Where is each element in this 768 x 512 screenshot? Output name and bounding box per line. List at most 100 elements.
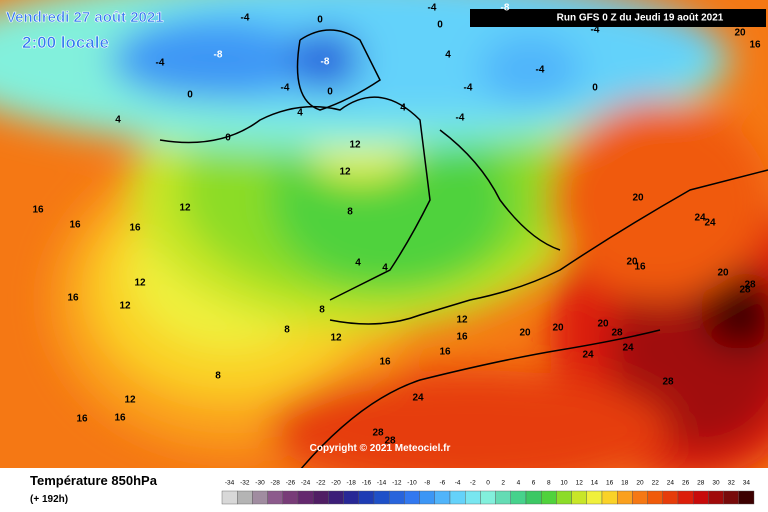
scale-label: 28 <box>697 480 705 487</box>
scale-label: 30 <box>712 480 720 487</box>
contour-label: -8 <box>214 50 223 61</box>
contour-label: 28 <box>662 377 674 388</box>
contour-label: 4 <box>445 50 451 61</box>
contour-label: 24 <box>704 218 716 229</box>
scale-swatch <box>465 490 481 505</box>
scale-swatch <box>480 490 496 505</box>
scale-label: 18 <box>621 480 629 487</box>
contour-label: 12 <box>134 278 146 289</box>
scale-label: -16 <box>362 480 372 487</box>
scale-swatch <box>404 490 420 505</box>
contour-label: 4 <box>382 263 388 274</box>
scale-label: 0 <box>486 480 490 487</box>
contour-label: 16 <box>129 223 141 234</box>
contour-label: -4 <box>456 113 465 124</box>
scale-swatch <box>708 490 724 505</box>
contour-label: 16 <box>456 332 468 343</box>
contour-label: 8 <box>215 371 221 382</box>
scale-label: -6 <box>440 480 446 487</box>
scale-swatch <box>586 490 603 505</box>
contour-label: -4 <box>536 65 545 76</box>
scale-swatch <box>389 490 405 505</box>
scale-swatch <box>343 490 360 505</box>
scale-swatch <box>419 490 436 505</box>
scale-label: -14 <box>377 480 387 487</box>
contour-label: 20 <box>734 28 746 39</box>
contour-label: 20 <box>717 268 729 279</box>
contour-label: 4 <box>400 103 406 114</box>
scale-label: 20 <box>636 480 644 487</box>
scale-swatch <box>358 490 375 505</box>
run-box <box>470 9 766 27</box>
run-info: Run GFS 0 Z du Jeudi 19 août 2021 <box>557 13 724 24</box>
contour-label: -8 <box>501 3 510 14</box>
contour-label: 24 <box>622 343 634 354</box>
scale-label: 32 <box>728 480 736 487</box>
contour-label: 0 <box>592 83 598 94</box>
scale-label: -30 <box>255 480 265 487</box>
scale-swatch <box>373 490 390 505</box>
contour-label: 16 <box>379 357 391 368</box>
scale-swatch <box>723 490 739 505</box>
contour-label: 12 <box>339 167 351 178</box>
scale-swatch <box>313 490 329 505</box>
temperature-field <box>0 0 768 468</box>
contour-label: 0 <box>317 15 323 26</box>
contour-label: -4 <box>591 25 600 36</box>
scale-label: 10 <box>560 480 568 487</box>
contour-label: 16 <box>439 347 451 358</box>
scale-swatch <box>267 490 284 505</box>
contour-label: 28 <box>611 328 623 339</box>
scale-swatch <box>252 490 268 505</box>
copyright: Copyright © 2021 Meteociel.fr <box>310 443 451 454</box>
contour-label: -4 <box>281 83 290 94</box>
contour-label: 24 <box>694 213 706 224</box>
scale-swatch <box>297 490 314 505</box>
scale-label: -22 <box>316 480 326 487</box>
scale-label: 22 <box>652 480 660 487</box>
scale-swatch <box>632 490 648 505</box>
contour-label: 24 <box>582 350 594 361</box>
scale-label: -32 <box>240 480 250 487</box>
contour-label: 0 <box>187 90 193 101</box>
contour-label: 0 <box>437 20 443 31</box>
contour-label: 24 <box>412 393 424 404</box>
contour-label: 16 <box>749 40 761 51</box>
contour-label: -4 <box>241 13 250 24</box>
contour-label: -4 <box>464 83 473 94</box>
scale-label: 34 <box>743 480 751 487</box>
contour-label: 8 <box>319 305 325 316</box>
scale-swatch <box>434 490 451 505</box>
scale-label: -10 <box>407 480 417 487</box>
scale-label: 24 <box>667 480 675 487</box>
scale-swatch <box>221 490 238 505</box>
contour-label: 4 <box>355 258 361 269</box>
scale-label: 4 <box>517 480 521 487</box>
scale-label: 16 <box>606 480 614 487</box>
scale-label: -24 <box>301 480 311 487</box>
scale-label: 12 <box>576 480 584 487</box>
lead-time: (+ 192h) <box>30 494 68 505</box>
scale-swatch <box>647 490 663 505</box>
scale-label: -18 <box>346 480 356 487</box>
scale-swatch <box>510 490 527 505</box>
scale-swatch <box>541 490 557 505</box>
scale-label: -20 <box>331 480 341 487</box>
scale-label: -26 <box>286 480 296 487</box>
contour-label: 16 <box>67 293 79 304</box>
contour-label: 28 <box>384 436 396 447</box>
scale-label: -8 <box>424 480 430 487</box>
scale-swatch <box>617 490 633 505</box>
scale-swatch <box>495 490 512 505</box>
contour-label: 16 <box>634 262 646 273</box>
scale-label: -2 <box>470 480 476 487</box>
scale-swatch <box>556 490 572 505</box>
contour-label: 4 <box>297 108 303 119</box>
contour-label: 12 <box>119 301 131 312</box>
contour-label: 4 <box>115 115 121 126</box>
scale-label: -12 <box>392 480 402 487</box>
scale-label: 6 <box>532 480 536 487</box>
scale-swatch <box>677 490 694 505</box>
